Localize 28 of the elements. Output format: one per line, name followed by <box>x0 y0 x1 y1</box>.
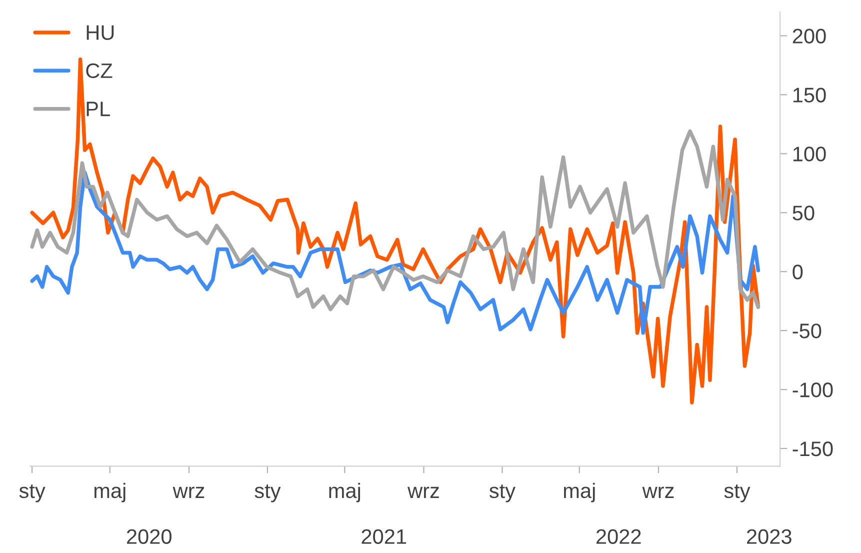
y-tick-label: 0 <box>792 264 803 280</box>
x-tick-label: 2020 <box>127 529 172 544</box>
y-tick-label: 50 <box>792 206 814 220</box>
text: wrz <box>642 486 674 498</box>
y-tick-label: 100 <box>793 146 826 162</box>
legend-label: HU <box>86 25 114 40</box>
text: wrz <box>172 486 204 498</box>
legend-label: PL <box>86 102 110 116</box>
text: sty <box>724 484 750 502</box>
y-tick-label: -100 <box>792 382 833 398</box>
line-series <box>30 170 760 335</box>
text: maj <box>564 482 595 502</box>
text: sty <box>19 484 46 502</box>
line-series <box>30 57 760 404</box>
text: sty <box>254 484 281 502</box>
x-tick-label: 2021 <box>362 529 406 544</box>
y-tick-label: 200 <box>792 28 826 44</box>
y-tick-label: 150 <box>793 88 826 102</box>
text: sty <box>489 484 516 502</box>
line-series <box>30 129 760 312</box>
text: maj <box>329 482 360 502</box>
text: maj <box>94 482 126 502</box>
legend-label: CZ <box>86 63 112 78</box>
y-tick-label: -50 <box>792 324 822 338</box>
x-tick-label: 2023 <box>747 529 792 544</box>
y-tick-label: -150 <box>792 441 833 456</box>
x-tick-label: 2022 <box>596 529 641 544</box>
text: wrz <box>408 486 439 498</box>
